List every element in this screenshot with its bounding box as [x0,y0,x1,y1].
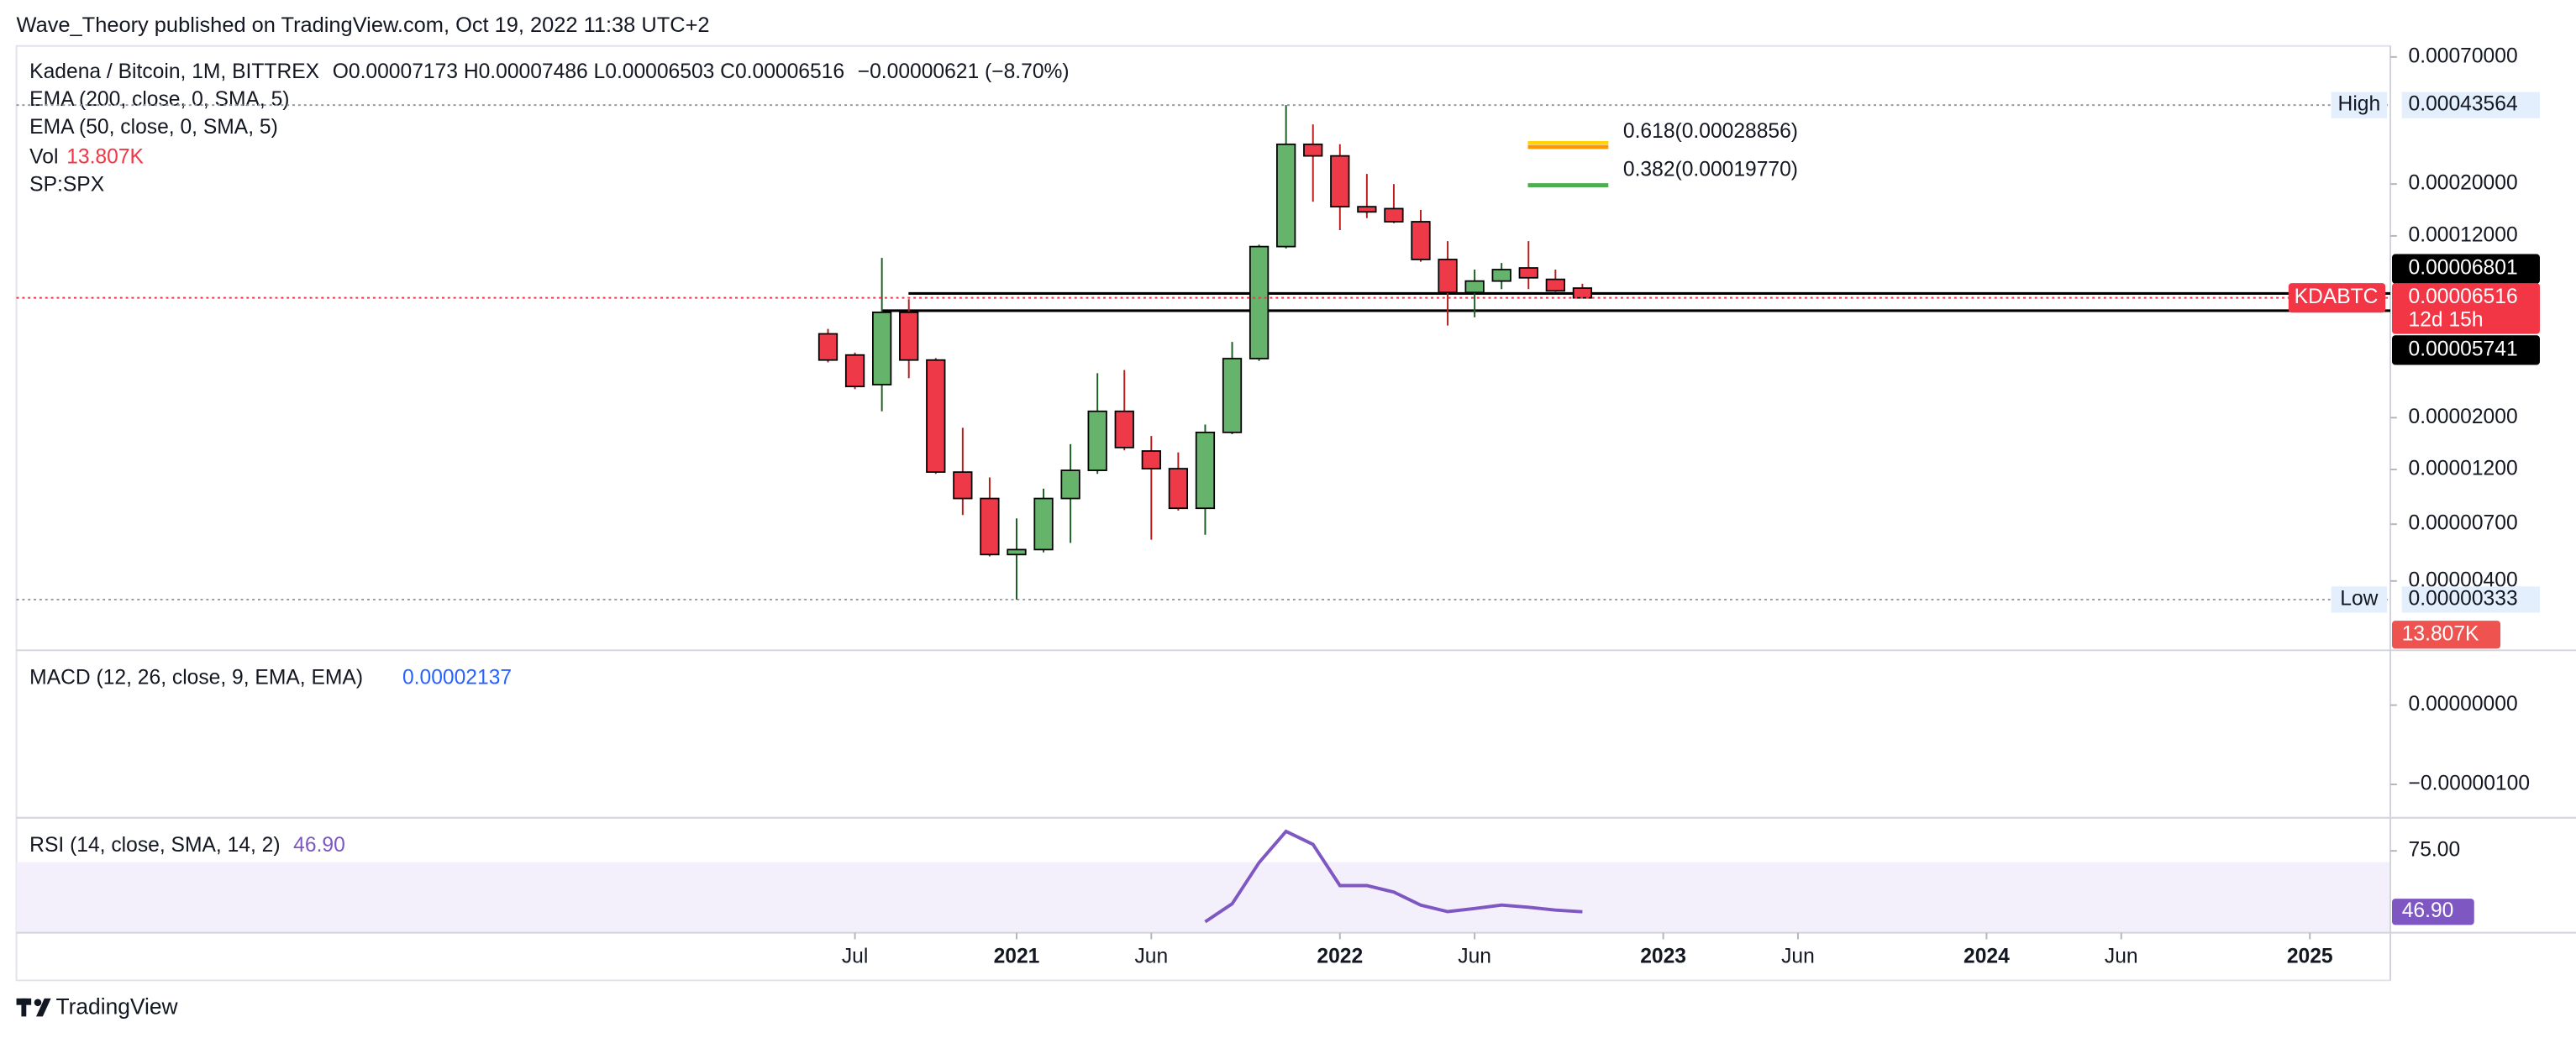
countdown: 12d 15h [2409,309,2484,332]
candle-body [980,497,1000,556]
y-tick-label: 75.00 [2409,839,2461,862]
macd-legend: MACD (12, 26, close, 9, EMA, EMA) 0.00002… [29,666,512,689]
candle-body [1518,267,1538,279]
ohlc: O0.00007173 H0.00007486 L0.00006503 C0.0… [333,60,844,83]
last-price-tag [2392,283,2540,334]
rsi-tag-label: 46.90 [2402,899,2454,922]
candle-body [1141,450,1161,469]
y-tick-label: 0.00000700 [2409,512,2518,535]
extreme-name: Low [2340,587,2378,610]
candle-body [1357,206,1377,213]
price-tag-label: 0.00005741 [2409,338,2518,360]
candle-body [1060,469,1080,500]
candle-body [872,312,892,385]
x-tick-label: Jun [1458,945,1491,967]
candle-body [1033,497,1054,551]
x-tick-label: 2021 [994,945,1040,967]
x-tick-label: Jun [2105,945,2138,967]
candle-body [1303,143,1323,157]
candle-body [899,312,919,361]
extreme-value-tag [2401,92,2540,118]
y-tick-label: 0.00012000 [2409,223,2518,246]
fib-label: 0.618(0.00028856) [1623,120,1798,143]
price-tag-label: 0.00006801 [2409,257,2518,280]
publish-header: Wave_Theory published on TradingView.com… [17,13,710,37]
brand: TradingView [16,994,179,1020]
symbol-tag-label: KDABTC [2295,286,2379,308]
y-tick-label: 0.00020000 [2409,172,2518,195]
x-tick-label: 2023 [1640,945,1686,967]
extreme-value: 0.00043564 [2409,93,2518,116]
candle-body [953,471,973,500]
candle-body [1007,548,1027,556]
y-tick-label: 0.00070000 [2409,45,2518,67]
volume-tag-label: 13.807K [2402,622,2479,645]
candle-body [844,354,865,388]
fib-label: 0.382(0.00019770) [1623,158,1798,181]
x-tick-label: Jun [1134,945,1168,967]
candle-body [1384,207,1404,223]
macd-value: 0.00002137 [402,666,512,689]
price-tag [2392,335,2540,365]
indicator-legend: EMA (50, close, 0, SMA, 5) [29,116,278,139]
candle-body [1330,155,1350,208]
candles [817,105,1593,600]
rsi-band [16,862,2391,933]
extreme-value: 0.00000333 [2409,587,2518,610]
symbol-title: Kadena / Bitcoin, 1M, BITTREX [29,60,319,83]
y-tick-label: 0.00000000 [2409,693,2518,716]
candle-body [1276,143,1296,248]
x-tick-label: 2025 [2287,945,2333,967]
price-tag [2392,254,2540,284]
x-tick-label: 2022 [1317,945,1363,967]
candle-body [1249,245,1270,359]
rsi-legend: RSI (14, close, SMA, 14, 2) 46.90 [29,834,345,857]
volume-tag [2392,621,2501,649]
candle-body [1491,269,1511,282]
candle-body [1464,280,1485,294]
change: −0.00000621 (−8.70%) [858,60,1070,83]
logo-bar [21,998,27,1017]
y-tick-label: 0.00002000 [2409,406,2518,428]
legend-main: Kadena / Bitcoin, 1M, BITTREX O0.00007173… [29,60,1069,83]
rsi-value: 46.90 [293,834,345,857]
y-tick-label: 0.00001200 [2409,458,2518,480]
brand-name: TradingView [55,994,178,1020]
candle-body [926,359,946,474]
candle-body [1222,358,1243,433]
logo-slash [36,998,51,1017]
extreme-name-tag [2331,92,2388,118]
x-tick-label: Jun [1781,945,1815,967]
rsi-tag [2392,899,2474,925]
last-price-label: 0.00006516 [2409,286,2518,308]
candle-body [1411,221,1431,260]
x-tick-label: Jul [842,945,868,967]
rsi-line [1204,829,1583,924]
vol-value: 13.807K [66,145,144,168]
candle-body [1438,259,1458,294]
candle-body [1168,468,1189,510]
candle-body [1545,278,1565,292]
y-tick-label: −0.00000100 [2409,773,2530,795]
extreme-name-tag [2331,586,2388,613]
candle-body [817,333,839,361]
extreme-value-tag [2401,586,2540,613]
candle-body [1572,287,1593,299]
legend: Kadena / Bitcoin, 1M, BITTREX O0.00007173… [29,60,1069,857]
x-tick-label: 2024 [1964,945,2010,967]
candle-body [1087,410,1107,471]
logo-dot [34,999,42,1007]
symbol-tag [2288,283,2386,313]
candle-body [1114,410,1134,448]
extreme-name: High [2338,93,2381,116]
rsi-title: RSI (14, close, SMA, 14, 2) [29,834,280,857]
vol-label: Vol [29,145,58,168]
candle-body [1195,431,1216,510]
macd-title: MACD (12, 26, close, 9, EMA, EMA) [29,666,363,689]
volume-legend: Vol 13.807K [29,145,144,168]
indicator-legend: EMA (200, close, 0, SMA, 5) [29,88,289,111]
symbol-overlay: SP:SPX [29,173,104,196]
